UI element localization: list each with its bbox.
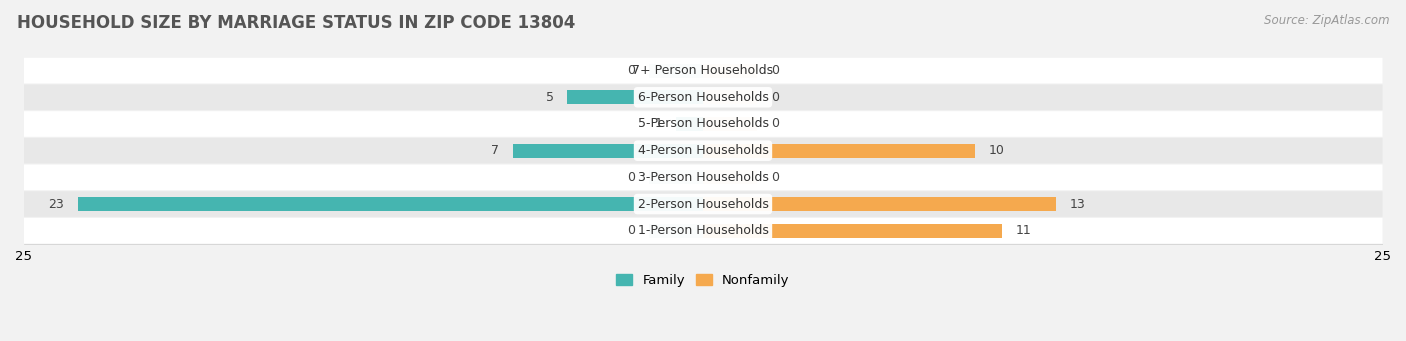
Bar xyxy=(703,144,974,158)
Bar xyxy=(703,64,758,77)
Legend: Family, Nonfamily: Family, Nonfamily xyxy=(612,268,794,292)
Text: 0: 0 xyxy=(770,64,779,77)
Text: 11: 11 xyxy=(1015,224,1032,237)
FancyBboxPatch shape xyxy=(24,111,1382,137)
Bar xyxy=(648,170,703,184)
Text: 6-Person Households: 6-Person Households xyxy=(637,91,769,104)
Text: 0: 0 xyxy=(770,118,779,131)
FancyBboxPatch shape xyxy=(24,58,1382,84)
Text: 0: 0 xyxy=(770,91,779,104)
Text: 1: 1 xyxy=(654,118,662,131)
Bar xyxy=(567,90,703,104)
FancyBboxPatch shape xyxy=(24,85,1382,110)
Bar xyxy=(513,144,703,158)
Text: 13: 13 xyxy=(1070,197,1085,210)
Bar xyxy=(703,117,758,131)
Text: 0: 0 xyxy=(770,171,779,184)
FancyBboxPatch shape xyxy=(24,138,1382,163)
FancyBboxPatch shape xyxy=(24,218,1382,243)
Text: 23: 23 xyxy=(49,197,65,210)
Bar xyxy=(648,224,703,238)
Bar xyxy=(648,64,703,77)
Bar xyxy=(703,197,1056,211)
FancyBboxPatch shape xyxy=(24,165,1382,190)
Bar xyxy=(703,90,758,104)
Text: 10: 10 xyxy=(988,144,1004,157)
Text: 0: 0 xyxy=(627,224,636,237)
Bar xyxy=(703,170,758,184)
Text: Source: ZipAtlas.com: Source: ZipAtlas.com xyxy=(1264,14,1389,27)
Bar xyxy=(77,197,703,211)
Text: 2-Person Households: 2-Person Households xyxy=(637,197,769,210)
Text: HOUSEHOLD SIZE BY MARRIAGE STATUS IN ZIP CODE 13804: HOUSEHOLD SIZE BY MARRIAGE STATUS IN ZIP… xyxy=(17,14,575,32)
Text: 5-Person Households: 5-Person Households xyxy=(637,118,769,131)
Text: 4-Person Households: 4-Person Households xyxy=(637,144,769,157)
Text: 1-Person Households: 1-Person Households xyxy=(637,224,769,237)
Text: 5: 5 xyxy=(546,91,554,104)
Text: 7+ Person Households: 7+ Person Households xyxy=(633,64,773,77)
Text: 0: 0 xyxy=(627,64,636,77)
Text: 0: 0 xyxy=(627,171,636,184)
Text: 3-Person Households: 3-Person Households xyxy=(637,171,769,184)
FancyBboxPatch shape xyxy=(24,191,1382,217)
Bar xyxy=(676,117,703,131)
Text: 7: 7 xyxy=(491,144,499,157)
Bar xyxy=(703,224,1002,238)
